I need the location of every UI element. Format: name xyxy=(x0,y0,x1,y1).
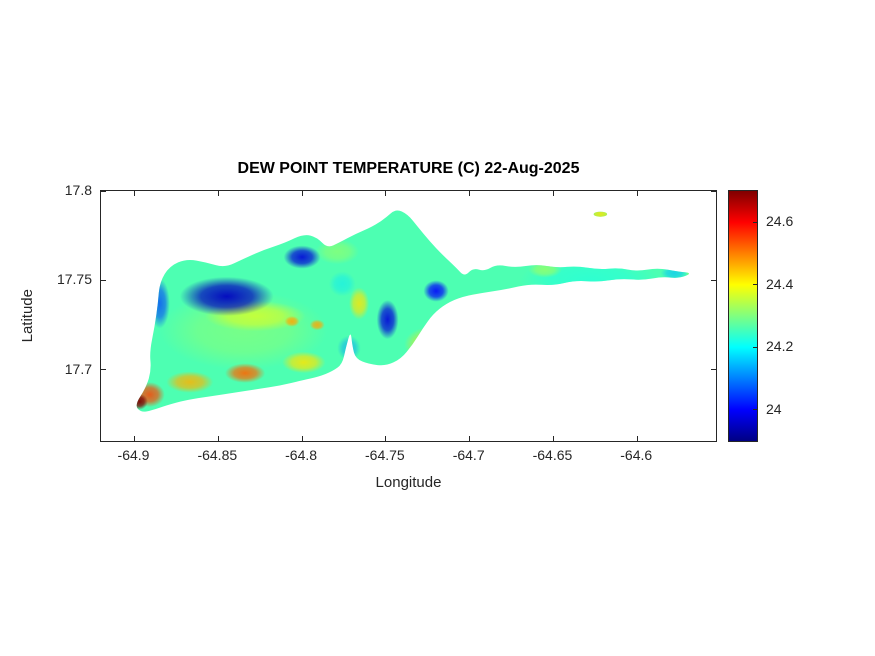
heat-feature-buck-island-warm xyxy=(590,210,611,220)
colorbar-tick-label: 24.2 xyxy=(766,338,794,355)
x-tick-mark xyxy=(385,191,387,196)
y-tick-label: 17.75 xyxy=(56,271,92,288)
x-tick-mark xyxy=(217,436,219,441)
colorbar-tick-mark xyxy=(753,346,757,348)
x-tick-mark xyxy=(134,191,135,196)
y-tick-mark xyxy=(101,369,106,371)
y-tick-label: 17.7 xyxy=(64,360,92,377)
dew-point-heatmap xyxy=(136,210,689,412)
x-tick-label: -64.8 xyxy=(285,447,318,463)
heat-feature-south-coast-orange xyxy=(225,363,266,383)
heat-feature-cool-base-east xyxy=(519,257,661,304)
x-tick-label: -64.75 xyxy=(365,447,405,463)
x-axis-label: Longitude xyxy=(375,474,442,491)
x-tick-mark xyxy=(301,436,303,441)
x-tick-mark xyxy=(469,436,471,441)
heat-feature-cool-west-coast xyxy=(149,278,170,329)
heat-feature-green-east-tip xyxy=(685,268,689,278)
heat-feature-yellow-green-east-central xyxy=(459,292,504,315)
heat-feature-south-coast-yellow-west xyxy=(166,371,214,393)
x-tick-mark xyxy=(552,191,554,196)
heat-feature-cyan-east-tip xyxy=(660,266,688,281)
colorbar-tick-label: 24 xyxy=(766,400,782,417)
heat-feature-orange-spot-south-central xyxy=(416,336,447,357)
heat-feature-yellow-west-of-cold-spot xyxy=(349,287,370,320)
heat-feature-cyan-patch-central xyxy=(328,271,356,297)
colorbar-tick-label: 24.6 xyxy=(766,213,794,230)
heat-feature-cold-spot-central xyxy=(376,300,399,340)
chart-title: DEW POINT TEMPERATURE (C) 22-Aug-2025 xyxy=(237,160,580,177)
x-tick-mark xyxy=(636,191,638,196)
y-tick-mark xyxy=(711,369,716,371)
colorbar-tick-label: 24.4 xyxy=(766,275,794,292)
heat-feature-cold-spot-northeast xyxy=(423,280,449,302)
x-tick-mark xyxy=(134,436,135,441)
colorbar xyxy=(728,190,758,442)
y-axis-label-wrap: Latitude xyxy=(16,190,38,442)
heat-feature-small-orange-west xyxy=(284,316,300,327)
x-tick-label: -64.65 xyxy=(532,447,573,463)
x-tick-label: -64.85 xyxy=(197,447,238,463)
heat-feature-cold-pool-northwest xyxy=(179,276,274,316)
x-tick-mark xyxy=(217,191,219,196)
x-tick-label: -64.7 xyxy=(452,447,485,463)
x-tick-mark xyxy=(301,191,303,196)
x-tick-label: -64.9 xyxy=(117,447,150,463)
y-tick-label: 17.8 xyxy=(64,182,92,198)
colorbar-tick-mark xyxy=(753,284,757,286)
heat-feature-red-southwest-tip xyxy=(136,393,148,410)
y-tick-mark xyxy=(101,190,106,192)
heat-feature-cold-spot-north xyxy=(283,245,321,269)
heat-feature-yellow-green-east xyxy=(528,261,562,278)
colorbar-tick-mark xyxy=(753,221,757,223)
heat-feature-green-north-central xyxy=(315,239,360,265)
heat-feature-yellow-halo-south-central xyxy=(404,326,458,363)
x-tick-mark xyxy=(385,436,387,441)
y-tick-mark xyxy=(101,279,106,281)
x-tick-mark xyxy=(636,436,638,441)
y-axis-label: Latitude xyxy=(18,289,36,343)
y-tick-mark xyxy=(711,279,716,281)
x-tick-mark xyxy=(552,436,554,441)
heat-feature-south-coast-yellow-east xyxy=(282,351,326,374)
plot-area xyxy=(100,190,717,442)
heat-feature-cool-notch-area xyxy=(337,335,361,361)
colorbar-tick-mark xyxy=(753,409,757,411)
heat-feature-small-orange-east xyxy=(309,319,325,331)
x-tick-label: -64.6 xyxy=(620,447,653,463)
y-tick-mark xyxy=(711,190,716,192)
x-tick-mark xyxy=(469,191,471,196)
